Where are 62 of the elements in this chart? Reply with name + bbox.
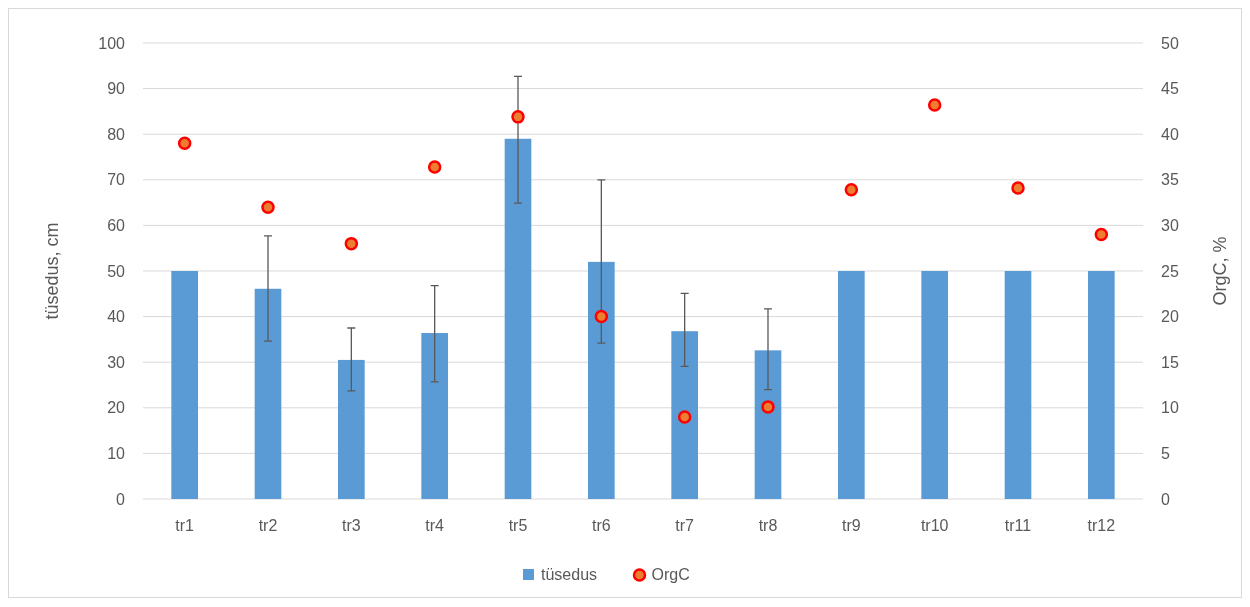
y-tick-label: 70 xyxy=(107,171,126,189)
y2-tick-label: 45 xyxy=(1161,80,1179,98)
x-tick-label: tr10 xyxy=(920,517,949,534)
bar xyxy=(754,350,782,499)
point xyxy=(511,110,525,124)
y2-tick-label: 0 xyxy=(1161,490,1170,508)
bar xyxy=(1004,271,1032,499)
x-tick-label: tr3 xyxy=(342,517,361,534)
y-tick-label: 20 xyxy=(107,399,126,417)
x-tick-label: tr8 xyxy=(758,517,778,534)
x-tick-label: tr5 xyxy=(508,517,528,534)
x-tick-label: tr12 xyxy=(1087,517,1116,534)
y2-tick-label: 35 xyxy=(1161,171,1179,189)
bar xyxy=(588,261,615,499)
legend-label: OrgC xyxy=(651,566,690,583)
point xyxy=(177,136,192,151)
y2-tick-label: 20 xyxy=(1161,308,1179,326)
x-tick-label: tr11 xyxy=(1004,517,1032,534)
x-tick-label: tr6 xyxy=(592,517,611,534)
bar xyxy=(838,271,865,499)
point xyxy=(427,160,442,174)
bar xyxy=(421,333,448,499)
bar xyxy=(504,138,532,499)
y2-tick-label: 10 xyxy=(1161,399,1179,417)
y-tick-label: 60 xyxy=(107,217,126,234)
point xyxy=(677,410,692,424)
bar xyxy=(921,271,948,499)
y-tick-label: 0 xyxy=(116,490,126,508)
bar xyxy=(171,271,198,499)
y-tick-label: 40 xyxy=(107,308,126,326)
y2-axis-title: OrgC, % xyxy=(1210,236,1230,306)
y-tick-label: 50 xyxy=(107,262,126,280)
x-tick-label: tr7 xyxy=(675,517,695,534)
y2-tick-label: 30 xyxy=(1161,217,1179,234)
point xyxy=(594,309,609,324)
y-tick-label: 30 xyxy=(107,353,126,371)
x-tick-label: tr9 xyxy=(842,517,861,534)
point xyxy=(261,200,275,214)
bar xyxy=(671,331,698,499)
point xyxy=(761,400,775,414)
bar xyxy=(1088,271,1115,499)
y2-tick-label: 25 xyxy=(1161,262,1179,280)
point xyxy=(1094,227,1109,242)
y2-tick-label: 15 xyxy=(1161,353,1179,371)
x-tick-label: tr4 xyxy=(425,517,445,534)
x-tick-label: tr1 xyxy=(175,517,195,534)
y-tick-label: 100 xyxy=(98,34,126,52)
y-axis-title: tüsedus, cm xyxy=(42,222,62,320)
y-tick-label: 80 xyxy=(107,125,126,143)
legend-label: tüsedus xyxy=(541,566,598,583)
point xyxy=(344,236,359,251)
y2-tick-label: 5 xyxy=(1161,445,1170,462)
y-tick-label: 90 xyxy=(107,80,126,98)
y2-tick-label: 50 xyxy=(1161,34,1179,52)
y-tick-label: 10 xyxy=(107,445,126,462)
bar xyxy=(254,288,282,499)
bar xyxy=(338,359,365,499)
point xyxy=(927,98,942,112)
x-tick-label: tr2 xyxy=(258,517,278,534)
point xyxy=(1011,181,1025,195)
y2-tick-label: 40 xyxy=(1161,125,1179,143)
point xyxy=(844,183,859,197)
